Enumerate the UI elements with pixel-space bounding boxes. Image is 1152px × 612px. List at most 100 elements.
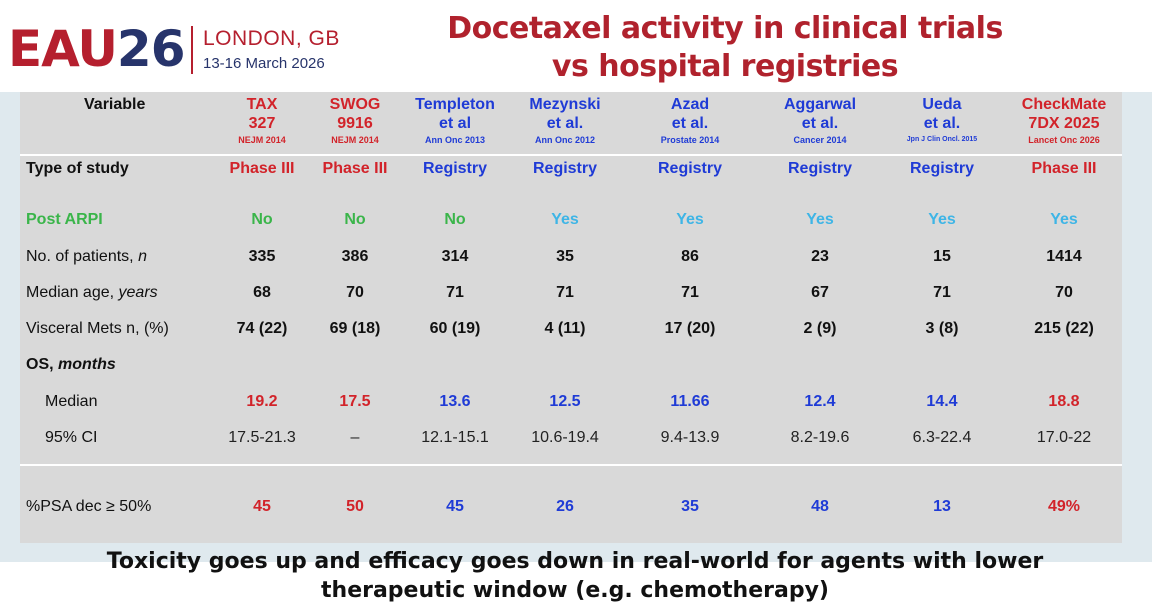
os-median-cell: 17.5: [339, 393, 371, 410]
patients-label: No. of patients, n: [26, 248, 147, 266]
study-type-cell: Registry: [909, 160, 975, 177]
psa-response-cell: 49%: [1047, 498, 1081, 515]
row-divider: [20, 154, 1122, 156]
footer-line-2: therapeutic window (e.g. chemotherapy): [321, 578, 829, 603]
median-age-cell: 70: [346, 284, 364, 301]
patients-cell: 1414: [1046, 248, 1082, 265]
os-ci-cell: 10.6-19.4: [531, 429, 599, 446]
os-ci-cell: 6.3-22.4: [912, 429, 972, 446]
os-ci-cell: 17.0-22: [1036, 429, 1092, 446]
os-median-cell: 18.8: [1048, 393, 1080, 410]
age-label-italic: years: [118, 284, 158, 301]
median-age-cell: 70: [1055, 284, 1073, 301]
column-source: Jpn J Clin Oncl. 2015: [906, 136, 978, 143]
column-name-line-2: et al.: [801, 115, 839, 132]
os-ci-cell: –: [350, 429, 360, 446]
column-name-line-2: et al.: [923, 115, 961, 132]
visceral-mets-cell: 74 (22): [236, 320, 288, 337]
os-ci-cell: 8.2-19.6: [790, 429, 850, 446]
column-name-line-1: Azad: [670, 96, 710, 113]
column-name-line-2: 7DX 2025: [1028, 115, 1100, 132]
post-arpi-cell: Yes: [806, 211, 834, 228]
column-name-line-2: 9916: [337, 115, 373, 132]
median-age-cell: 71: [446, 284, 464, 301]
patients-cell: 15: [933, 248, 951, 265]
median-label: Median: [45, 393, 98, 410]
column-name-line-1: TAX: [246, 96, 278, 113]
study-type-cell: Registry: [657, 160, 723, 177]
column-name-line-1: CheckMate: [1021, 96, 1107, 113]
post-arpi-cell: Yes: [551, 211, 579, 228]
psa-response-cell: 45: [253, 498, 271, 515]
visceral-mets-label: Visceral Mets n, (%): [26, 320, 169, 337]
column-source: Ann Onc 2013: [424, 135, 486, 145]
visceral-mets-cell: 3 (8): [925, 320, 959, 337]
column-header: Ueda et al. Jpn J Clin Oncl. 2015: [907, 95, 977, 146]
post-arpi-label: Post ARPI: [26, 211, 103, 228]
ci-label: 95% CI: [45, 429, 98, 446]
variable-header: Variable: [84, 96, 146, 113]
column-source: Ann Onc 2012: [534, 135, 596, 145]
patients-cell: 35: [556, 248, 574, 265]
os-label-italic: months: [58, 356, 116, 373]
psa-response-cell: 50: [346, 498, 364, 515]
column-header: Azad et al. Prostate 2014: [661, 95, 720, 146]
column-source: Lancet Onc 2026: [1028, 135, 1100, 145]
column-source: NEJM 2014: [331, 135, 379, 145]
visceral-mets-cell: 69 (18): [329, 320, 381, 337]
title-line-1: Docetaxel activity in clinical trials: [447, 11, 1003, 46]
column-source: NEJM 2014: [238, 135, 286, 145]
age-label-text: Median age,: [26, 284, 119, 301]
logo-dates: 13-16 March 2026: [203, 55, 325, 72]
title-line-2: vs hospital registries: [551, 49, 899, 84]
column-header: Mezynski et al. Ann Onc 2012: [529, 95, 600, 146]
post-arpi-cell: Yes: [676, 211, 704, 228]
column-header: SWOG 9916 NEJM 2014: [330, 95, 381, 146]
post-arpi-cell: Yes: [928, 211, 956, 228]
logo-wordmark: EAU26: [8, 20, 186, 78]
visceral-mets-cell: 215 (22): [1034, 320, 1094, 337]
patients-label-text: No. of patients,: [26, 248, 139, 265]
column-header: TAX 327 NEJM 2014: [238, 95, 286, 146]
psa-response-cell: 48: [811, 498, 829, 515]
psa-response-cell: 26: [556, 498, 574, 515]
column-name-line-1: Ueda: [922, 96, 962, 113]
os-median-cell: 12.5: [549, 393, 581, 410]
type-of-study-label: Type of study: [26, 160, 129, 177]
os-ci-cell: 12.1-15.1: [421, 429, 489, 446]
visceral-mets-cell: 17 (20): [664, 320, 716, 337]
patients-cell: 335: [248, 248, 276, 265]
post-arpi-cell: No: [344, 211, 366, 228]
psa-response-cell: 45: [446, 498, 464, 515]
column-name-line-2: et al.: [546, 115, 584, 132]
study-type-cell: Phase III: [322, 160, 388, 177]
column-name-line-1: Aggarwal: [783, 96, 857, 113]
logo-year: 26: [116, 20, 186, 78]
os-ci-cell: 9.4-13.9: [660, 429, 720, 446]
post-arpi-cell: No: [251, 211, 273, 228]
psa-label: %PSA dec ≥ 50%: [26, 498, 152, 515]
study-type-cell: Phase III: [1031, 160, 1097, 177]
post-arpi-cell: Yes: [1050, 211, 1078, 228]
median-age-cell: 71: [681, 284, 699, 301]
os-median-cell: 11.66: [670, 393, 710, 410]
visceral-mets-cell: 60 (19): [429, 320, 481, 337]
median-age-cell: 71: [556, 284, 574, 301]
footer-line-1: Toxicity goes up and efficacy goes down …: [106, 549, 1044, 574]
median-age-cell: 71: [933, 284, 951, 301]
column-header: Templeton et al Ann Onc 2013: [415, 95, 495, 146]
patients-cell: 86: [681, 248, 699, 265]
logo-eau: EAU: [8, 20, 118, 78]
footer-message: Toxicity goes up and efficacy goes down …: [60, 547, 1090, 605]
study-type-cell: Phase III: [229, 160, 295, 177]
logo-divider: [191, 26, 193, 74]
column-name-line-1: SWOG: [329, 96, 381, 113]
psa-response-cell: 13: [933, 498, 951, 515]
patients-cell: 386: [341, 248, 369, 265]
study-type-cell: Registry: [532, 160, 598, 177]
os-label: OS, months: [26, 356, 116, 374]
patients-label-italic: n: [138, 248, 147, 265]
os-ci-cell: 17.5-21.3: [228, 429, 296, 446]
os-label-text: OS,: [26, 356, 59, 373]
median-age-cell: 68: [253, 284, 271, 301]
